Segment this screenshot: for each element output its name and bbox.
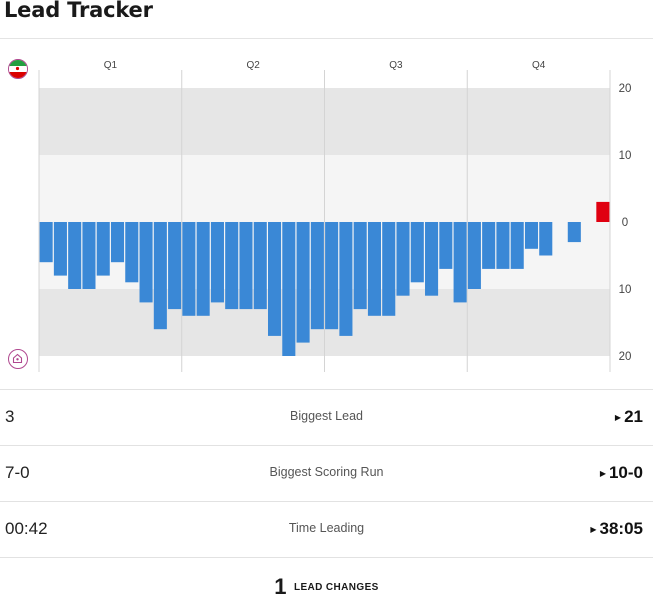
lead-bar: [425, 222, 439, 296]
lead-bar: [182, 222, 196, 316]
stat-bottom-team-value: ▶ 21: [615, 407, 643, 427]
lead-bar: [382, 222, 396, 316]
stat-row-biggest-lead: 3 Biggest Lead ▶ 21: [0, 389, 653, 446]
stat-row-biggest-scoring-run: 7-0 Biggest Scoring Run ▶ 10-0: [0, 445, 653, 502]
y-tick-label: 10: [619, 284, 632, 296]
lead-bar: [168, 222, 182, 310]
iran-flag-logo-icon: [8, 59, 28, 79]
stat-bottom-team-number: 10-0: [608, 463, 643, 482]
stat-bottom-team-value: ▶ 38:05: [590, 519, 643, 539]
quarter-label: Q4: [532, 60, 546, 71]
lead-bar: [596, 201, 610, 222]
lead-bar: [125, 222, 139, 283]
lead-bar: [39, 222, 53, 263]
stat-label: Time Leading: [288, 521, 365, 535]
stat-label: Biggest Lead: [290, 409, 363, 423]
lead-bar: [410, 222, 424, 283]
lead-tracker-chart: Q1 Q2 Q3 Q4 20 10 0 10 20: [38, 60, 632, 372]
lead-bar: [539, 222, 553, 256]
leader-arrow-icon: ▶: [599, 469, 606, 479]
lead-bar: [310, 222, 324, 330]
leader-arrow-icon: ▶: [614, 413, 622, 423]
lead-bar: [139, 222, 153, 303]
team-crest-logo-icon: [8, 349, 28, 369]
lead-bar: [110, 222, 125, 263]
lead-bar: [482, 222, 496, 269]
lead-bar: [496, 222, 510, 269]
lead-bar: [524, 222, 539, 249]
leader-arrow-icon: ▶: [590, 525, 597, 535]
stat-bottom-team-value: ▶ 10-0: [600, 463, 643, 483]
lead-bar: [325, 222, 339, 330]
stat-label: Biggest Scoring Run: [269, 465, 384, 479]
quarter-label: Q1: [104, 60, 118, 71]
y-tick-label: 20: [619, 351, 632, 363]
lead-bar: [96, 222, 110, 276]
lead-bar: [296, 222, 310, 343]
quarter-label: Q2: [246, 60, 260, 71]
lead-bar: [453, 222, 467, 303]
y-tick-label: 10: [619, 150, 632, 162]
y-tick-label: 20: [619, 83, 632, 95]
stat-top-team-value: 7-0: [5, 463, 30, 482]
lead-bar: [467, 222, 481, 289]
title-divider: [0, 38, 653, 39]
lead-bar: [196, 222, 210, 316]
stat-bottom-team-number: 21: [624, 407, 643, 426]
quarter-label: Q3: [389, 60, 403, 71]
lead-bar: [210, 222, 224, 303]
lead-bar: [282, 222, 296, 356]
stat-bottom-team-number: 38:05: [599, 519, 643, 538]
lead-bar: [68, 222, 82, 289]
stats-bottom-divider: [0, 557, 653, 558]
lead-bar: [339, 222, 353, 336]
lead-bar: [567, 222, 581, 243]
lead-bar: [82, 222, 96, 289]
lead-bar: [367, 222, 381, 316]
lead-bar: [53, 222, 67, 276]
page-title: Lead Tracker: [4, 0, 153, 22]
lead-bar: [510, 222, 524, 269]
lead-changes-label: LEAD CHANGES: [293, 581, 379, 593]
lead-bar: [396, 222, 410, 296]
y-tick-label: 0: [622, 217, 628, 229]
lead-changes-count: 1: [274, 574, 287, 599]
lead-bar: [439, 222, 453, 269]
stat-row-time-leading: 00:42 Time Leading ▶ 38:05: [0, 501, 653, 558]
lead-changes: 1 LEAD CHANGES: [0, 574, 653, 600]
lead-bar: [153, 222, 167, 330]
stat-top-team-value: 3: [5, 407, 15, 426]
lead-bar: [353, 222, 367, 310]
lead-bar: [253, 222, 267, 310]
stat-top-team-value: 00:42: [5, 519, 48, 538]
lead-bar: [239, 222, 253, 310]
lead-bar: [225, 222, 239, 310]
lead-bar: [268, 222, 282, 336]
